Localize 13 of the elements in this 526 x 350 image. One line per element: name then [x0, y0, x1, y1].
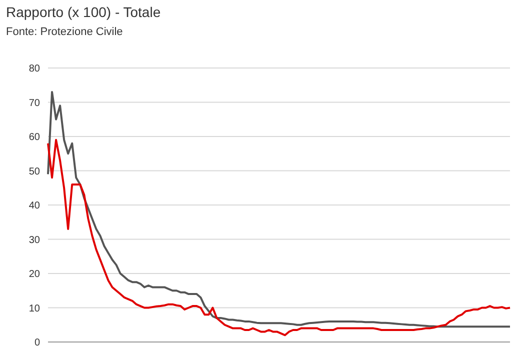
y-tick-label: 80 [28, 64, 40, 75]
y-tick-label: 50 [28, 166, 40, 178]
line-series [47, 138, 511, 336]
y-tick-label: 0 [34, 338, 40, 349]
y-tick-label: 40 [28, 200, 40, 212]
y-tick-label: 20 [28, 269, 40, 280]
y-tick-label: 10 [28, 303, 40, 314]
y-tick-label: 70 [28, 98, 40, 109]
y-tick-label: 60 [28, 132, 40, 144]
line-series [47, 90, 511, 328]
y-tick-label: 30 [28, 234, 40, 246]
chart-subtitle: Fonte: Protezione Civile [6, 26, 123, 38]
chart-title: Rapporto (x 100) - Totale [6, 4, 161, 20]
